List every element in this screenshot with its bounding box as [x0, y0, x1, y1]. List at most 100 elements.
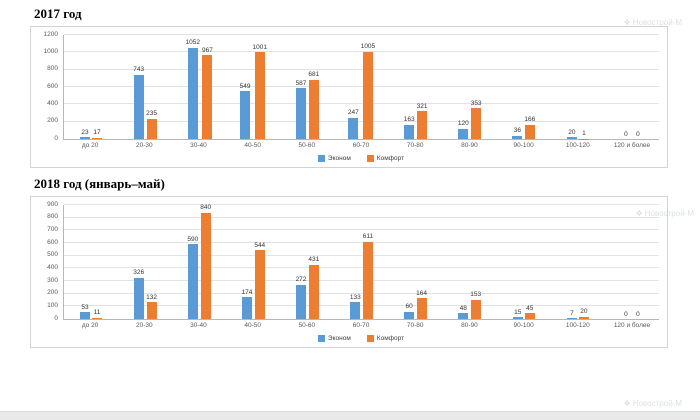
bar-value-label: 1052 — [186, 40, 200, 47]
x-axis-category-label: 70-80 — [388, 322, 442, 329]
bar-column: 45 — [525, 306, 535, 319]
bar-value-label: 235 — [146, 111, 157, 118]
legend-label: Эконом — [328, 335, 351, 342]
x-axis-category-label: 30-40 — [171, 322, 225, 329]
bar-column: 23 — [80, 130, 90, 139]
x-axis-category-label: 90-100 — [497, 142, 551, 149]
bar-column: 321 — [417, 104, 428, 139]
bar-group: 120 353 — [443, 35, 497, 139]
bar — [296, 285, 306, 319]
bar — [567, 318, 577, 319]
y-axis-tick-label: 800 — [47, 66, 58, 73]
y-axis-tick-label: 100 — [47, 303, 58, 310]
bar-column: 544 — [254, 243, 265, 319]
bar-column: 153 — [470, 292, 481, 319]
bar-column: 247 — [348, 110, 359, 139]
y-axis-tick-label: 600 — [47, 84, 58, 91]
bar-column: 1052 — [186, 40, 200, 139]
legend: Эконом Комфорт — [63, 155, 659, 162]
bar — [458, 313, 468, 319]
bar-column: 1 — [579, 131, 589, 139]
bar-column: 431 — [308, 257, 319, 319]
bar — [458, 129, 468, 139]
bar-column: 611 — [363, 234, 373, 319]
x-axis-category-label: 20-30 — [117, 322, 171, 329]
bar — [471, 108, 481, 139]
bar-value-label: 45 — [526, 306, 533, 313]
bar-value-label: 272 — [296, 277, 307, 284]
bar-value-label: 353 — [471, 101, 482, 108]
bar — [134, 75, 144, 139]
bar — [255, 52, 265, 139]
bar — [404, 312, 414, 320]
bar — [404, 125, 414, 139]
bar — [363, 52, 373, 139]
bar-column: 20 — [579, 309, 589, 319]
bar-value-label: 20 — [580, 309, 587, 316]
bar-column: 15 — [513, 310, 523, 319]
x-axis-category-label: 40-50 — [226, 142, 280, 149]
x-axis-category-label: 80-90 — [442, 142, 496, 149]
bar-value-label: 20 — [568, 130, 575, 137]
y-axis-tick-label: 900 — [47, 202, 58, 209]
legend-swatch — [367, 335, 374, 342]
bar-value-label: 1001 — [253, 45, 267, 52]
bar-column: 132 — [146, 295, 157, 319]
bar-column: 0 — [621, 312, 631, 320]
bar-value-label: 153 — [470, 292, 481, 299]
bar-column: 1001 — [253, 45, 267, 139]
bar-column: 0 — [633, 132, 643, 140]
bar-value-label: 15 — [514, 310, 521, 317]
bar-column: 17 — [92, 130, 102, 139]
x-axis-category-label: до 20 — [63, 142, 117, 149]
bar-column: 120 — [458, 121, 469, 139]
bar-column: 36 — [512, 128, 522, 139]
bar-column: 681 — [308, 72, 319, 139]
bar-column: 272 — [296, 277, 307, 319]
bar — [350, 302, 360, 319]
bar — [188, 48, 198, 139]
bar-value-label: 431 — [308, 257, 319, 264]
y-axis-tick-label: 200 — [47, 290, 58, 297]
bar-value-label: 163 — [404, 117, 415, 124]
bar — [309, 265, 319, 320]
watermark: ❖ Новострой-М — [624, 399, 682, 408]
bar — [201, 213, 211, 319]
bar-column: 0 — [621, 132, 631, 140]
x-axis-category-label: 90-100 — [497, 322, 551, 329]
legend-label: Комфорт — [377, 155, 404, 162]
chart-title-2017: 2017 год — [34, 6, 700, 22]
bar-column: 590 — [187, 237, 198, 319]
bar-column: 60 — [404, 304, 414, 319]
x-axis-category-label: 50-60 — [280, 142, 334, 149]
legend-item: Эконом — [318, 155, 351, 162]
legend-swatch — [318, 155, 325, 162]
bar — [513, 317, 523, 319]
bar-column: 133 — [350, 295, 361, 319]
legend-swatch — [367, 155, 374, 162]
bar-value-label: 590 — [187, 237, 198, 244]
bar — [92, 138, 102, 139]
y-axis-tick-label: 0 — [54, 136, 58, 143]
bar — [471, 300, 481, 319]
x-axis-category-label: 70-80 — [388, 142, 442, 149]
bar — [80, 312, 90, 319]
